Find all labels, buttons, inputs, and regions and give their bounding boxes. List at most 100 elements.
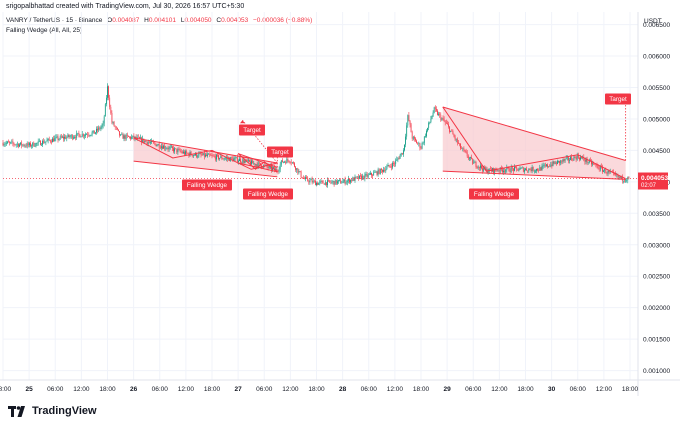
candle-body (108, 86, 109, 98)
candle-body (350, 179, 351, 183)
candle-body (242, 159, 244, 163)
candle-body (571, 157, 573, 160)
indicator-legend[interactable]: Falling Wedge (All, All, 25) (6, 27, 83, 34)
candle-body (2, 142, 4, 146)
candle-body (366, 174, 368, 177)
candle-body (439, 113, 441, 115)
candle-body (247, 159, 249, 162)
candle-body (544, 165, 546, 166)
candle-body (63, 136, 64, 139)
price-axis[interactable]: 0.006500 0.006000 0.005500 0.005000 0.004500… (638, 22, 670, 375)
candle-body (400, 153, 402, 156)
candle-body (515, 166, 516, 168)
candle-body (234, 157, 236, 159)
candle-body (179, 149, 181, 152)
candle-body (20, 142, 21, 145)
candle-body (392, 163, 393, 168)
candle-body (290, 162, 292, 163)
candle-body (82, 134, 84, 137)
candle-body (147, 142, 149, 144)
time-tick-label: 12:00 (178, 386, 195, 393)
candle-body (134, 136, 136, 139)
candle-body (427, 127, 428, 131)
candle-body (376, 171, 378, 175)
candle-body (238, 161, 239, 163)
candle-body (91, 132, 93, 135)
candle-body (346, 180, 348, 183)
candle-body (21, 142, 23, 146)
candle-body (393, 163, 394, 164)
symbol-name[interactable]: VANRY / TetherUS · 15 · Binance (6, 17, 103, 24)
low-value: 0.004050 (184, 17, 212, 24)
candle-body (342, 181, 344, 183)
candle-body (519, 168, 521, 170)
candle-body (298, 171, 300, 173)
time-axis[interactable]: 18:00 25 06:00 12:00 18:00 26 06:00 12:00 18:00 2… (0, 386, 639, 393)
candle-body (563, 159, 565, 161)
candle-body (283, 161, 284, 163)
pattern-label-box (469, 188, 519, 200)
candle-body (311, 179, 313, 183)
time-tick-label: 12:00 (282, 386, 299, 393)
candle-body (103, 116, 105, 124)
tradingview-logo[interactable]: TradingView (8, 405, 97, 417)
candle-body (465, 151, 467, 153)
candle-body (581, 157, 582, 159)
candle-body (331, 181, 333, 183)
candle-body (157, 144, 159, 146)
candle-body (338, 180, 339, 182)
candle-body (404, 144, 405, 151)
candle-body (253, 163, 255, 164)
candle-body (9, 142, 10, 143)
candle-body (65, 136, 67, 139)
candle-body (219, 157, 221, 159)
candle-body (221, 156, 223, 159)
candle-body (101, 125, 103, 128)
candle-body (538, 170, 540, 171)
time-tick-label: 12:00 (596, 386, 613, 393)
candle-body (333, 181, 335, 185)
candle-body (442, 118, 444, 119)
candle-body (470, 157, 471, 158)
candle-body (608, 170, 610, 173)
candle-body (565, 157, 567, 159)
candle-body (381, 168, 382, 170)
candle-body (487, 171, 489, 173)
candle-body (299, 171, 301, 172)
candle-body (626, 180, 628, 181)
candle-body (69, 136, 71, 138)
candle-body (453, 134, 455, 137)
candle-body (335, 179, 337, 184)
pattern-label-box (243, 188, 293, 200)
candle-body (110, 106, 112, 114)
candle-body (398, 158, 400, 160)
candle-body (378, 169, 380, 174)
candle-body (419, 143, 421, 148)
candle-body (356, 176, 358, 178)
price-tick-label: 0.005500 (643, 85, 670, 92)
time-tick-label: 06:00 (152, 386, 169, 393)
candle-body (586, 158, 588, 163)
candle-body (3, 144, 5, 146)
candle-body (412, 137, 414, 139)
candle-body (372, 175, 373, 176)
candle-body (355, 176, 357, 178)
candle-body (569, 159, 570, 161)
candle-body (81, 134, 83, 137)
candle-body (192, 155, 194, 157)
candle-body (437, 110, 438, 115)
candle-body (70, 135, 72, 137)
candle-body (45, 141, 47, 143)
candle-body (96, 128, 97, 133)
candle-body (570, 157, 571, 160)
candle-body (410, 124, 412, 133)
time-tick-label: 25 (26, 386, 34, 393)
currency-label[interactable]: USDT (644, 18, 662, 25)
candle-body (327, 180, 328, 186)
candle-body (5, 142, 7, 144)
candle-body (168, 147, 170, 150)
candle-body (343, 179, 345, 182)
candle-body (37, 141, 39, 143)
candle-body (460, 143, 461, 149)
